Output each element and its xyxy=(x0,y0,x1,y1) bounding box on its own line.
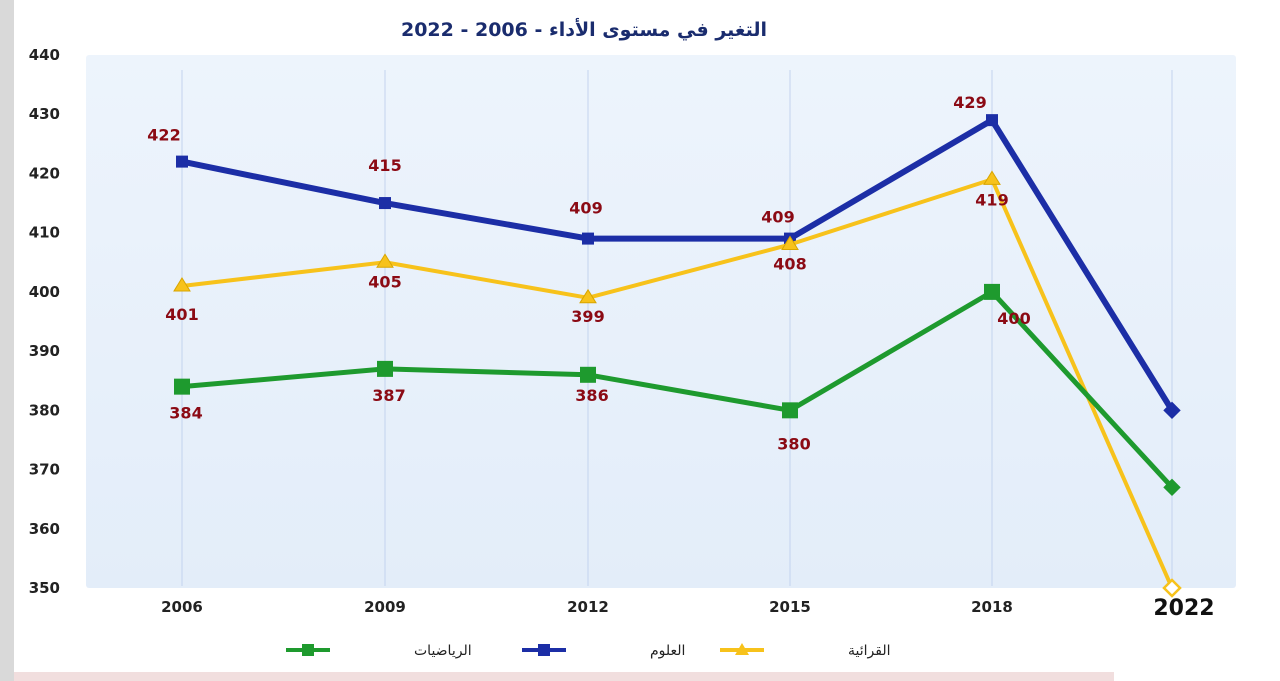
data-point-marker xyxy=(379,197,391,210)
x-tick-label: 2018 xyxy=(971,598,1013,616)
x-tick-label: 2012 xyxy=(567,598,609,616)
data-label: 415 xyxy=(368,156,401,175)
y-tick-label: 380 xyxy=(29,401,60,419)
y-tick-label: 370 xyxy=(29,461,60,479)
grid-lines xyxy=(181,70,1173,586)
legend-marker xyxy=(538,644,550,656)
data-label: 409 xyxy=(761,208,794,227)
data-label: 400 xyxy=(997,309,1030,328)
series-1 xyxy=(173,170,1182,598)
data-label: 422 xyxy=(147,126,180,145)
data-label: 408 xyxy=(773,255,806,274)
y-tick-label: 400 xyxy=(29,283,60,301)
legend: الرياضيات العلوم القرائية xyxy=(286,643,890,659)
data-label: 387 xyxy=(372,386,405,405)
data-point-marker xyxy=(176,155,188,168)
y-tick-label: 410 xyxy=(29,224,60,242)
legend-label: العلوم xyxy=(650,643,685,659)
data-point-marker xyxy=(377,360,393,377)
data-label: 405 xyxy=(368,272,401,291)
data-point-marker xyxy=(782,402,798,419)
data-point-marker xyxy=(986,114,998,127)
data-point-marker xyxy=(1163,478,1181,497)
data-point-marker xyxy=(984,283,1000,300)
x-axis-ticks: 2006 2009 2012 2015 2018 2022 xyxy=(161,596,1214,621)
legend-label: الرياضيات xyxy=(414,643,472,659)
bottom-band xyxy=(14,672,1114,681)
legend-item: الرياضيات xyxy=(286,643,472,659)
legend-item: العلوم xyxy=(522,643,685,659)
data-point-marker xyxy=(580,366,596,383)
series-line xyxy=(181,289,1174,490)
x-tick-label: 2015 xyxy=(769,598,811,616)
series-lines xyxy=(173,114,1182,598)
legend-marker xyxy=(302,644,314,656)
legend-item: القرائية xyxy=(720,643,890,659)
data-point-marker xyxy=(582,232,594,245)
data-label: 386 xyxy=(575,386,608,405)
data-point-marker xyxy=(983,170,1001,185)
y-tick-label: 350 xyxy=(29,579,60,597)
data-label: 409 xyxy=(569,199,602,218)
data-label: 384 xyxy=(169,404,202,423)
data-point-marker xyxy=(1162,578,1182,598)
x-tick-label: 2009 xyxy=(364,598,406,616)
y-tick-label: 430 xyxy=(29,105,60,123)
data-label: 399 xyxy=(571,307,604,326)
data-label: 401 xyxy=(165,305,198,324)
data-point-marker xyxy=(579,288,597,304)
y-tick-label: 420 xyxy=(29,164,60,182)
data-point-marker xyxy=(1163,401,1181,420)
x-tick-label: 2006 xyxy=(161,598,203,616)
y-tick-label: 440 xyxy=(29,46,60,64)
frame-edge xyxy=(0,0,14,681)
series-line xyxy=(181,177,1174,589)
plot-area xyxy=(86,55,1236,588)
y-tick-label: 360 xyxy=(29,520,60,538)
x-tick-label: 2022 xyxy=(1153,596,1214,621)
series-line xyxy=(181,117,1175,412)
legend-label: القرائية xyxy=(848,643,890,659)
chart-title: التغير في مستوى الأداء - 2006 - 2022 xyxy=(401,18,767,41)
data-point-marker xyxy=(376,253,394,268)
data-labels: 422 415 409 409 429 401 405 399 408 419 384 387 386 3… xyxy=(147,93,1030,453)
data-point-marker xyxy=(173,277,191,292)
data-label: 419 xyxy=(975,190,1008,209)
legend-marker xyxy=(735,643,749,655)
data-label: 429 xyxy=(953,93,986,112)
data-label: 380 xyxy=(777,434,810,453)
data-point-marker xyxy=(781,235,799,251)
data-point-marker xyxy=(174,378,190,395)
series-2 xyxy=(174,283,1181,497)
y-axis-ticks: 350 360 370 380 390 400 410 420 430 440 xyxy=(29,46,60,597)
y-tick-label: 390 xyxy=(29,342,60,360)
